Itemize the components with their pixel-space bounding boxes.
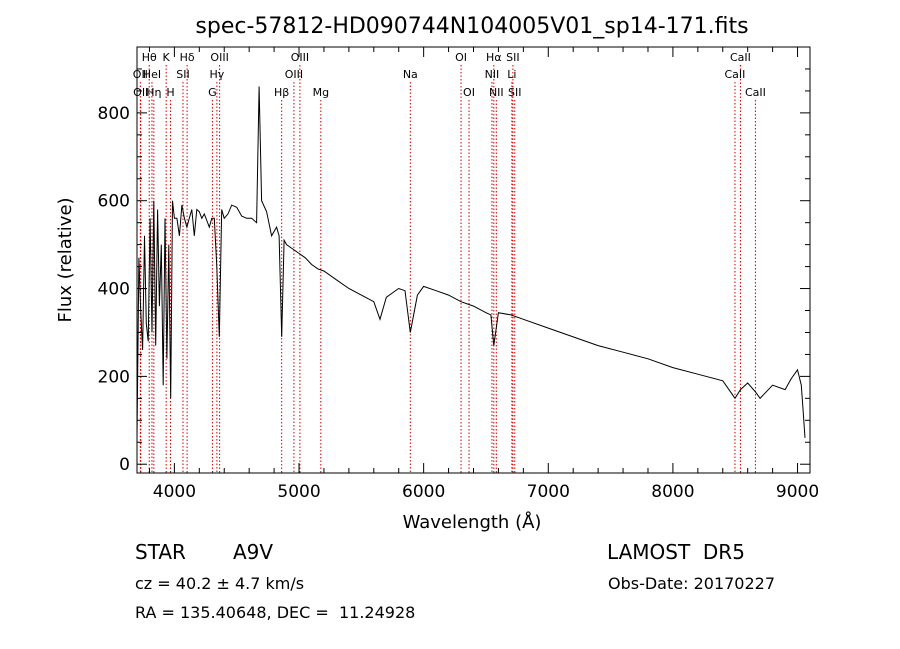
marker-label-16: Na [403, 68, 418, 81]
y-tick-label-3: 600 [98, 192, 130, 212]
marker-label-11: G [208, 86, 217, 99]
marker-label-25: CaII [730, 51, 751, 64]
marker-label-12: Hβ [274, 86, 289, 99]
y-axis-label: Flux (relative) [55, 197, 76, 322]
marker-label-8: Hδ [180, 51, 195, 64]
marker-label-17: OI [455, 51, 467, 64]
marker-label-15: Mg [313, 86, 329, 99]
marker-label-20: NII [485, 68, 500, 81]
marker-label-19: Hα [486, 51, 502, 64]
marker-label-23: Li [507, 68, 516, 81]
spectrum-series-0 [136, 86, 806, 438]
x-tick-label-2: 6000 [402, 482, 445, 502]
marker-label-3: HeI [143, 68, 161, 81]
spectrum-line [136, 86, 806, 438]
x-tick-label-3: 7000 [527, 482, 570, 502]
marker-label-10: Hγ [209, 68, 224, 81]
y-tick-label-1: 200 [98, 367, 130, 387]
redshift-value: cz = 40.2 ± 4.7 km/s [135, 574, 305, 593]
x-tick-label-4: 8000 [651, 482, 694, 502]
coordinates: RA = 135.40648, DEC = 11.24928 [135, 603, 416, 622]
marker-label-14: OIII [285, 68, 303, 81]
marker-label-5: K [163, 51, 171, 64]
marker-label-6: H [166, 86, 174, 99]
marker-label-18: OI [463, 86, 475, 99]
survey-name: LAMOST DR5 [607, 540, 745, 564]
marker-label-7: SII [176, 68, 189, 81]
marker-label-27: CaII [745, 86, 766, 99]
x-tick-label-1: 5000 [277, 482, 320, 502]
x-axis-label: Wavelength (Å) [403, 511, 542, 533]
y-tick-label-4: 800 [98, 104, 130, 124]
marker-label-9: OIII [210, 51, 228, 64]
object-subclass: A9V [233, 540, 274, 564]
chart-title: spec-57812-HD090744N104005V01_sp14-171.f… [195, 14, 748, 39]
x-tick-label-5: 9000 [776, 482, 819, 502]
y-tick-label-0: 0 [119, 455, 130, 475]
object-class: STAR [135, 540, 186, 564]
marker-label-13: OIII [291, 51, 309, 64]
observation-date: Obs-Date: 20170227 [608, 574, 776, 593]
marker-label-4: Hη [146, 86, 161, 99]
y-tick-label-2: 400 [98, 280, 130, 300]
marker-label-22: SII [506, 51, 519, 64]
x-axis: 4000 5000 6000 7000 8000 9000 [148, 47, 819, 502]
y-axis: 0 200 400 600 800 [98, 68, 810, 475]
marker-label-21: NII [489, 86, 504, 99]
marker-label-26: CaII [725, 68, 746, 81]
x-tick-label-0: 4000 [153, 482, 196, 502]
plot-frame [136, 46, 811, 474]
marker-label-24: SII [508, 86, 521, 99]
marker-label-0: Hθ [142, 51, 157, 64]
